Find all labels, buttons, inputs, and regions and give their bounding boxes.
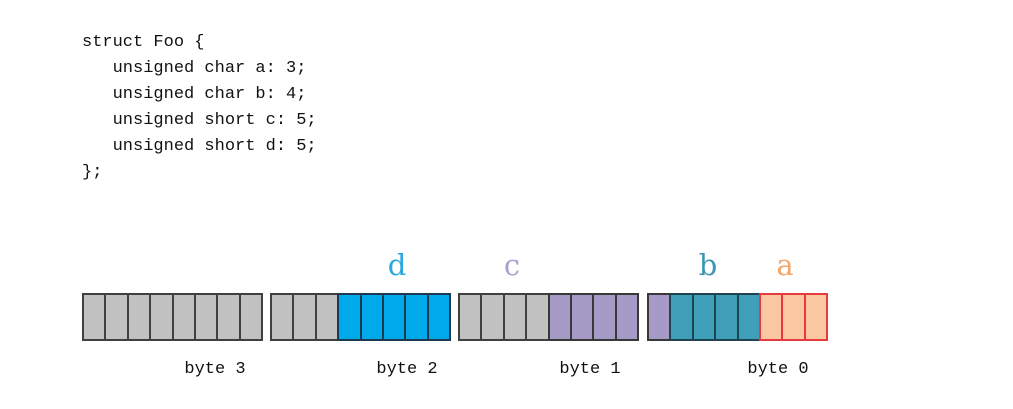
bit-cell-padding [82, 293, 107, 341]
bit-cell-d [381, 293, 407, 341]
field-label-d: d [387, 248, 407, 282]
bit-cell-d [426, 293, 451, 341]
bit-cell-b [736, 293, 761, 341]
bit-cell-padding [480, 293, 505, 341]
bit-cell-padding [458, 293, 483, 341]
bit-cell-padding [238, 293, 263, 341]
bit-cell-c [569, 293, 595, 341]
bit-cell-padding [216, 293, 241, 341]
bit-cell-b [669, 293, 694, 341]
bit-cell-padding [126, 293, 152, 341]
byte-label-1: byte 1 [559, 360, 621, 379]
bit-cell-padding [525, 293, 550, 341]
bit-cell-padding [292, 293, 317, 341]
bit-cell-c [614, 293, 639, 341]
bit-cell-c [647, 293, 672, 341]
field-label-c: c [503, 248, 521, 282]
bit-cell-padding [314, 293, 340, 341]
byte-block-1 [458, 293, 639, 341]
byte-block-0 [647, 293, 828, 341]
bit-cell-padding [193, 293, 219, 341]
bit-cell-a [803, 293, 828, 341]
bit-cell-padding [104, 293, 129, 341]
byte-label-2: byte 2 [376, 360, 438, 379]
byte-label-0: byte 0 [747, 360, 809, 379]
bit-cell-a [781, 293, 806, 341]
bit-cell-d [359, 293, 384, 341]
field-label-b: b [698, 248, 718, 282]
field-label-a: a [776, 248, 794, 282]
bit-cell-d [404, 293, 429, 341]
bit-cell-padding [149, 293, 174, 341]
byte-block-2 [270, 293, 451, 341]
byte-block-3 [82, 293, 263, 341]
bit-cell-c [592, 293, 617, 341]
bit-cell-d [337, 293, 362, 341]
bit-cell-b [714, 293, 739, 341]
bit-cell-c [547, 293, 572, 341]
bit-cell-padding [270, 293, 295, 341]
bit-cell-padding [502, 293, 528, 341]
bit-cell-padding [171, 293, 196, 341]
byte-label-3: byte 3 [184, 360, 246, 379]
bit-cell-b [691, 293, 717, 341]
struct-code-block: struct Foo { unsigned char a: 3; unsigne… [82, 33, 317, 182]
bit-cell-a [758, 293, 784, 341]
